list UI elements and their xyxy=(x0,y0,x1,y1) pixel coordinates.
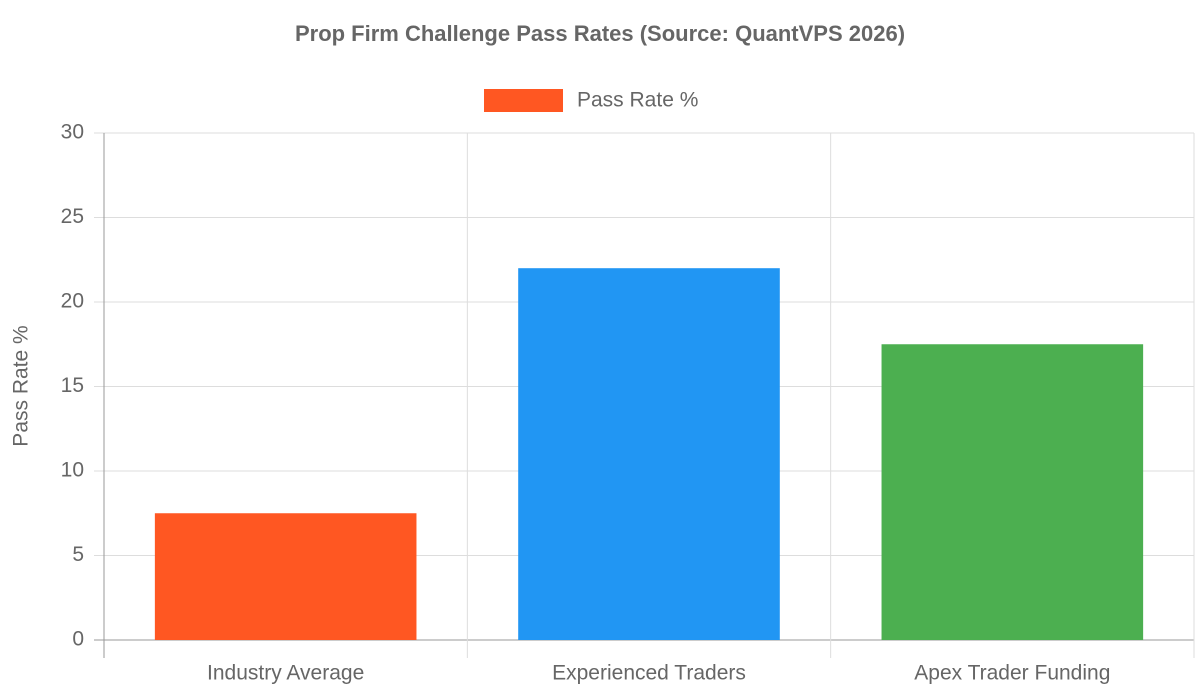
chart-title: Prop Firm Challenge Pass Rates (Source: … xyxy=(295,21,905,46)
y-tick-label: 30 xyxy=(61,121,84,144)
bar xyxy=(881,344,1144,640)
y-axis-title: Pass Rate % xyxy=(10,325,33,446)
legend-swatch xyxy=(484,89,563,112)
y-tick-label: 0 xyxy=(72,628,84,651)
x-tick-label: Apex Trader Funding xyxy=(914,662,1110,685)
y-tick-label: 20 xyxy=(61,290,84,313)
y-tick-label: 15 xyxy=(61,374,84,397)
y-tick-label: 5 xyxy=(72,543,84,566)
bar xyxy=(518,268,780,640)
x-tick-label: Experienced Traders xyxy=(552,662,746,685)
x-tick-label: Industry Average xyxy=(207,662,364,685)
bar xyxy=(154,513,417,640)
y-tick-label: 10 xyxy=(61,459,84,482)
legend-label: Pass Rate % xyxy=(577,89,698,112)
y-tick-label: 25 xyxy=(61,205,84,228)
